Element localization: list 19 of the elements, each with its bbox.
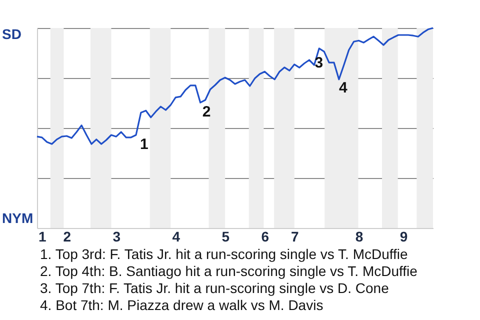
text: NYM — [2, 210, 34, 226]
text: 3. Top 7th: F. Tatis Jr. hit a run-scoring single vs D. Cone — [40, 280, 390, 297]
text: SD — [2, 26, 22, 42]
text: 1. Top 3rd: F. Tatis Jr. hit a run-scoring single vs T. McDuffie — [40, 246, 409, 263]
x-tick-label: 1 — [38, 228, 47, 244]
annotation: 4 — [338, 79, 348, 96]
annotation: 3 — [314, 54, 324, 72]
x-tick-label: 7 — [291, 228, 299, 244]
x-tick-label: 3 — [112, 228, 121, 244]
x-tick-label: 8 — [355, 228, 364, 244]
x-tick-label: 4 — [172, 228, 180, 244]
text: 2. Top 4th: B. Santiago hit a run-scoring single vs T. McDuffie — [40, 263, 418, 280]
annotation: 2 — [202, 104, 211, 121]
x-tick-label: 2 — [63, 228, 72, 244]
annotation: 1 — [140, 136, 148, 153]
text: 4. Bot 7th: M. Piazza drew a walk vs M. Davis — [40, 297, 324, 314]
x-tick-label: 9 — [400, 228, 408, 244]
x-tick-label: 6 — [261, 228, 270, 244]
x-tick-label: 5 — [222, 228, 230, 244]
